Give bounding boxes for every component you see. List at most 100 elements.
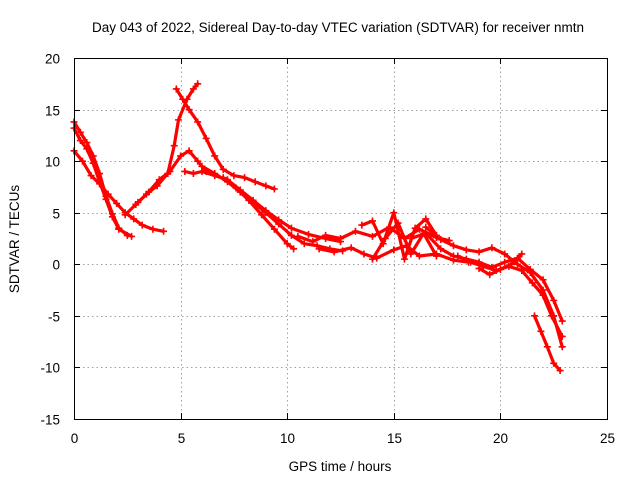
data-point-marker	[219, 165, 227, 173]
data-point-marker	[283, 240, 291, 248]
series-track-6	[172, 85, 278, 193]
data-point-marker	[138, 221, 146, 229]
data-point-marker	[104, 190, 112, 198]
series-track-14	[407, 229, 566, 325]
data-point-marker	[262, 182, 270, 190]
data-point-marker	[479, 262, 487, 270]
series-track-17	[475, 250, 526, 279]
data-point-marker	[79, 157, 87, 165]
data-point-marker	[177, 152, 185, 160]
data-point-marker	[539, 276, 547, 284]
series-line	[360, 211, 438, 261]
data-point-marker	[160, 227, 168, 235]
data-point-marker	[315, 245, 323, 253]
data-point-marker	[407, 250, 415, 258]
y-tick-label: 15	[45, 104, 60, 119]
data-point-marker	[394, 219, 402, 227]
series-line	[370, 221, 438, 261]
data-point-marker	[467, 258, 475, 266]
data-point-marker	[121, 211, 129, 219]
data-point-marker	[198, 162, 206, 170]
series-track-12	[358, 209, 440, 263]
data-point-marker	[83, 145, 91, 153]
y-tick-label: 20	[45, 52, 60, 67]
data-point-marker	[230, 172, 238, 180]
data-point-marker	[130, 215, 138, 223]
data-point-marker	[202, 134, 210, 142]
x-tick-label: 15	[387, 431, 402, 446]
data-point-marker	[368, 217, 376, 225]
data-point-marker	[558, 332, 566, 340]
series-track-2	[70, 124, 136, 240]
data-point-marker	[351, 227, 359, 235]
data-point-marker	[496, 265, 504, 273]
data-point-marker	[189, 85, 197, 93]
data-point-marker	[531, 312, 539, 320]
data-point-marker	[87, 172, 95, 180]
data-point-marker	[507, 260, 515, 268]
data-point-marker	[548, 312, 556, 320]
y-tick-label: -15	[40, 413, 60, 428]
data-point-marker	[96, 180, 104, 188]
data-point-marker	[407, 235, 415, 242]
chart-title: Day 043 of 2022, Sidereal Day-to-day VTE…	[92, 20, 584, 35]
data-point-marker	[270, 225, 278, 233]
data-point-marker	[115, 225, 123, 233]
series-line	[409, 231, 564, 323]
x-tick-label: 10	[280, 431, 295, 446]
series-track-8	[198, 162, 347, 255]
data-point-marker	[134, 198, 142, 206]
series-line	[183, 169, 343, 244]
data-point-marker	[108, 213, 116, 221]
data-point-marker	[294, 232, 302, 240]
series-track-13	[368, 219, 440, 263]
data-series	[70, 80, 566, 375]
data-point-marker	[432, 252, 440, 260]
series-track-18	[531, 312, 564, 375]
y-tick-label: -5	[48, 310, 60, 325]
data-point-marker	[189, 170, 197, 178]
data-point-marker	[300, 240, 308, 248]
data-point-marker	[358, 221, 366, 229]
data-point-marker	[309, 238, 317, 246]
plot-frame	[74, 58, 608, 420]
series-line	[136, 149, 208, 204]
data-point-marker	[76, 128, 84, 136]
data-point-marker	[102, 195, 110, 203]
data-point-marker	[258, 211, 266, 219]
data-point-marker	[360, 250, 368, 258]
data-point-marker	[241, 174, 249, 182]
data-point-marker	[368, 255, 376, 263]
data-point-marker	[270, 185, 278, 193]
data-point-marker	[449, 242, 457, 250]
data-point-marker	[518, 250, 526, 258]
data-point-marker	[543, 343, 551, 351]
data-point-marker	[437, 236, 445, 244]
data-point-marker	[488, 244, 496, 252]
data-point-marker	[337, 235, 344, 242]
data-point-marker	[181, 167, 189, 175]
data-point-marker	[128, 232, 136, 240]
data-point-marker	[211, 152, 219, 160]
y-axis-title: SDTVAR / TECUs	[7, 185, 22, 294]
data-point-marker	[437, 245, 445, 253]
data-point-marker	[251, 178, 259, 186]
x-tick-label: 0	[71, 431, 79, 446]
data-point-marker	[232, 184, 240, 192]
axis-ticks: 0 5 10 15 20 25 -15 -10 -5 0 5 10 15 20	[40, 52, 615, 447]
data-point-marker	[513, 260, 521, 268]
data-point-marker	[194, 118, 202, 126]
data-point-marker	[486, 271, 494, 279]
data-point-marker	[550, 359, 558, 367]
data-point-marker	[422, 223, 430, 231]
series-track-16	[454, 252, 566, 340]
data-point-marker	[113, 199, 121, 207]
data-point-marker	[422, 229, 430, 237]
data-point-marker	[322, 231, 330, 239]
data-point-marker	[550, 296, 558, 304]
data-point-marker	[475, 248, 483, 256]
series-track-7	[181, 167, 344, 246]
data-point-marker	[166, 167, 174, 175]
y-tick-label: 5	[52, 207, 60, 222]
